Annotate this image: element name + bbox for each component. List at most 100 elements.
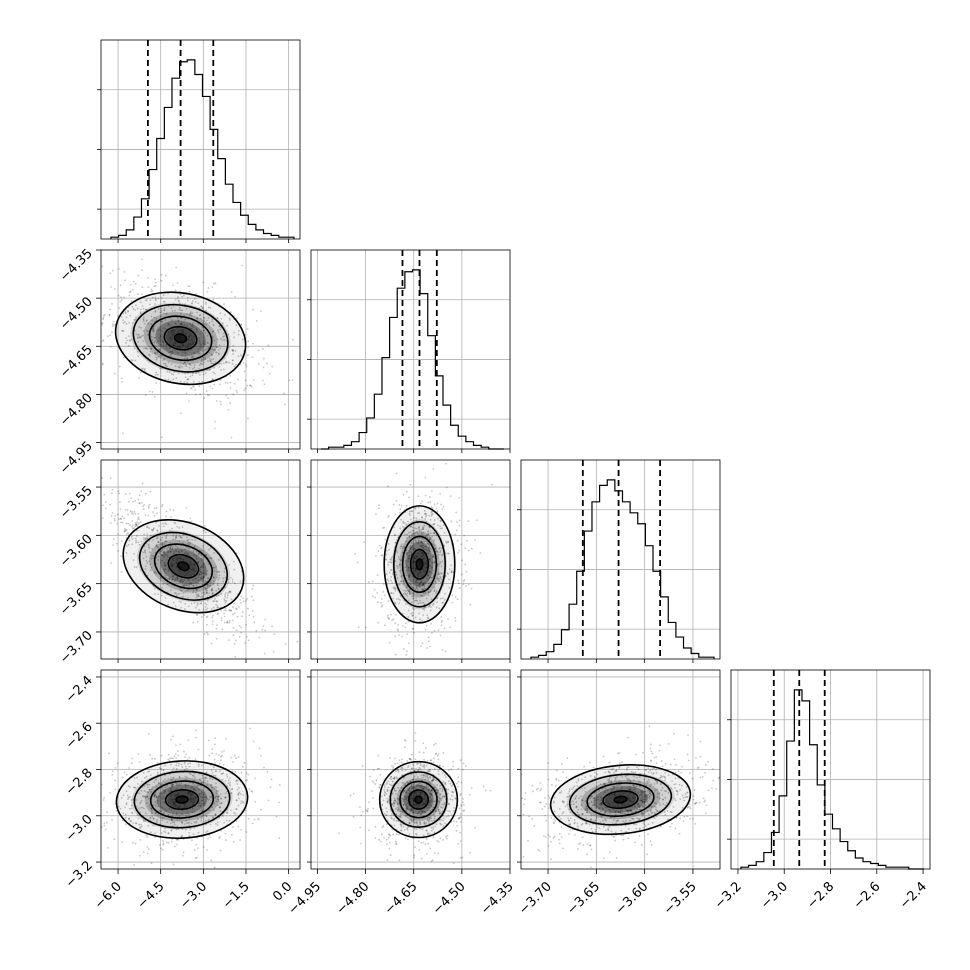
sample-point [202, 793, 205, 796]
sample-point [211, 593, 214, 596]
sample-point [153, 316, 156, 319]
sample-point [392, 503, 395, 506]
sample-point [175, 535, 178, 538]
sample-point [191, 807, 194, 810]
sample-point [413, 578, 416, 581]
sample-point [468, 793, 471, 796]
sample-point [389, 756, 391, 759]
sample-point [172, 757, 175, 760]
sample-point [413, 803, 415, 806]
sample-point [159, 792, 161, 794]
sample-point [291, 338, 294, 341]
sample-point [199, 393, 202, 396]
sample-point [134, 842, 137, 845]
sample-point [220, 609, 222, 612]
sample-point [208, 357, 211, 360]
sample-point [133, 318, 136, 321]
sample-point [232, 393, 234, 396]
sample-point [211, 620, 214, 623]
sample-point [147, 784, 149, 786]
sample-point [224, 595, 227, 598]
sample-point [190, 792, 193, 795]
sample-point [386, 578, 389, 581]
sample-point [410, 510, 413, 513]
sample-point [240, 800, 243, 802]
sample-point [230, 436, 233, 439]
sample-point [162, 294, 165, 296]
sample-point [417, 824, 419, 827]
sample-point [139, 826, 141, 829]
sample-point [408, 590, 410, 593]
sample-point [201, 774, 204, 777]
sample-point [404, 603, 407, 605]
sample-point [468, 549, 470, 552]
sample-point [96, 810, 98, 812]
sample-point [396, 598, 398, 601]
sample-point [184, 768, 186, 771]
sample-point [442, 825, 445, 827]
sample-point [171, 798, 174, 801]
sample-point [410, 583, 412, 586]
sample-point [162, 769, 165, 772]
sample-point [224, 796, 227, 799]
sample-point [235, 799, 238, 801]
sample-point [609, 809, 612, 812]
sample-point [417, 542, 419, 545]
sample-point [682, 796, 685, 799]
sample-point [180, 836, 183, 838]
sample-point [424, 802, 427, 804]
sample-point [180, 312, 182, 315]
sample-point [169, 550, 172, 553]
sample-point [157, 546, 160, 549]
sample-point [430, 779, 433, 782]
sample-point [212, 816, 215, 819]
sample-point [377, 507, 380, 510]
sample-point [163, 570, 166, 572]
sample-point [410, 535, 413, 537]
sample-point [161, 504, 164, 506]
sample-point [180, 821, 183, 823]
sample-point [167, 832, 170, 835]
sample-point [154, 310, 157, 312]
sample-point [608, 794, 611, 797]
sample-point [649, 809, 652, 812]
sample-point [238, 635, 241, 638]
sample-point [208, 369, 211, 371]
sample-point [417, 572, 420, 575]
sample-point [441, 578, 444, 581]
sample-point [426, 647, 429, 649]
sample-point [150, 528, 153, 531]
sample-point [171, 351, 174, 354]
sample-point [400, 545, 402, 548]
sample-point [421, 527, 424, 529]
sample-point [214, 813, 217, 816]
sample-point [207, 577, 210, 580]
sample-point [146, 561, 149, 564]
sample-point [211, 362, 214, 365]
sample-point [392, 587, 395, 589]
sample-point [411, 546, 414, 549]
sample-point [184, 775, 187, 778]
sample-point [401, 810, 404, 813]
sample-point [167, 832, 170, 835]
sample-point [447, 541, 449, 544]
sample-point [594, 830, 597, 833]
sample-point [179, 535, 182, 538]
sample-point [425, 774, 428, 777]
sample-point [215, 346, 218, 349]
sample-point [123, 270, 126, 273]
sample-point [428, 801, 431, 804]
sample-point [150, 554, 153, 557]
sample-point [242, 597, 245, 600]
sample-point [209, 360, 211, 362]
sample-point [194, 758, 197, 760]
marginal-panel-2 [517, 459, 721, 660]
sample-point [382, 590, 385, 593]
sample-point [176, 560, 179, 563]
sample-point [202, 781, 205, 784]
sample-point [600, 799, 602, 802]
sample-point [153, 781, 156, 783]
sample-point [409, 583, 412, 586]
sample-point [561, 812, 564, 815]
sample-point [674, 783, 677, 785]
